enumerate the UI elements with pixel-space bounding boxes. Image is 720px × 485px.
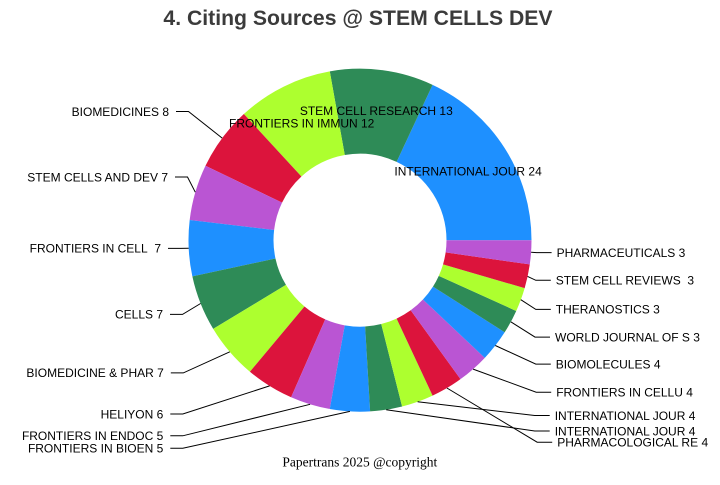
svg-text:Papertrans 2025 @copyright: Papertrans 2025 @copyright	[282, 454, 437, 469]
svg-text:BIOMEDICINE & PHAR 7: BIOMEDICINE & PHAR 7	[26, 366, 164, 380]
svg-text:STEM CELL RESEARCH 13: STEM CELL RESEARCH 13	[300, 104, 453, 118]
svg-text:STEM CELLS AND DEV 7: STEM CELLS AND DEV 7	[27, 170, 168, 184]
svg-text:PHARMACOLOGICAL RE 4: PHARMACOLOGICAL RE 4	[557, 436, 708, 450]
svg-text:FRONTIERS IN IMMUN 12: FRONTIERS IN IMMUN 12	[229, 116, 375, 130]
svg-text:4. Citing Sources @ STEM CELLS: 4. Citing Sources @ STEM CELLS DEV	[163, 7, 552, 30]
svg-text:BIOMOLECULES 4: BIOMOLECULES 4	[556, 357, 661, 371]
svg-text:FRONTIERS IN CELL 7: FRONTIERS IN CELL 7	[30, 242, 162, 256]
svg-text:FRONTIERS IN CELLU 4: FRONTIERS IN CELLU 4	[556, 386, 693, 400]
svg-text:HELIYON 6: HELIYON 6	[101, 407, 164, 421]
svg-text:CELLS 7: CELLS 7	[115, 308, 163, 322]
svg-text:INTERNATIONAL JOUR 24: INTERNATIONAL JOUR 24	[394, 165, 542, 179]
svg-text:FRONTIERS IN BIOEN 5: FRONTIERS IN BIOEN 5	[28, 442, 164, 456]
svg-text:WORLD JOURNAL OF S 3: WORLD JOURNAL OF S 3	[555, 330, 700, 344]
svg-text:INTERNATIONAL JOUR 4: INTERNATIONAL JOUR 4	[555, 424, 696, 438]
svg-text:FRONTIERS IN ENDOC 5: FRONTIERS IN ENDOC 5	[22, 429, 164, 443]
svg-text:INTERNATIONAL JOUR 4: INTERNATIONAL JOUR 4	[555, 409, 696, 423]
svg-text:BIOMEDICINES 8: BIOMEDICINES 8	[72, 105, 170, 119]
svg-text:PHARMACEUTICALS 3: PHARMACEUTICALS 3	[557, 246, 686, 260]
svg-text:STEM CELL REVIEWS 3: STEM CELL REVIEWS 3	[556, 274, 695, 288]
svg-text:THERANOSTICS 3: THERANOSTICS 3	[556, 303, 660, 317]
